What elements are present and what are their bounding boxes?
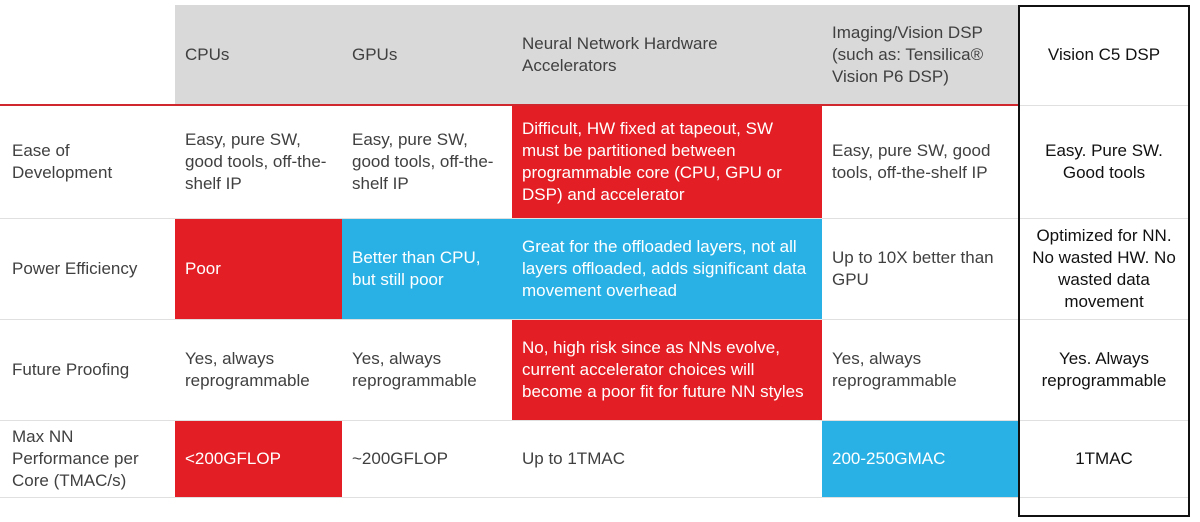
header-text: Neural Network Hardware Accelerators xyxy=(522,33,718,75)
cell: Up to 1TMAC xyxy=(512,421,822,498)
cell-text: ~200GFLOP xyxy=(352,449,448,468)
cell: <200GFLOP xyxy=(175,421,342,498)
cell: Yes, always reprogrammable xyxy=(175,320,342,421)
row-label: Power Efficiency xyxy=(0,219,175,320)
header-cell: Neural Network Hardware Accelerators xyxy=(512,5,822,106)
header-cell: CPUs xyxy=(175,5,342,106)
cell-text: Ease of Development xyxy=(12,141,113,182)
row-label: Future Proofing xyxy=(0,320,175,421)
corner-cell xyxy=(0,5,175,106)
cell-text: Poor xyxy=(185,259,221,278)
header-text: Imaging/Vision DSP (such as: Tensilica® … xyxy=(832,22,984,86)
header-cell: Vision C5 DSP xyxy=(1018,5,1190,106)
comparison-table: CPUs GPUs Neural Network Hardware Accele… xyxy=(0,5,1190,498)
cell-text: 1TMAC xyxy=(1075,449,1133,468)
highlight-box xyxy=(1018,5,1190,517)
cell-text: Easy, pure SW, good tools, off-the-shelf… xyxy=(185,130,327,193)
cell: Easy. Pure SW. Good tools xyxy=(1018,106,1190,219)
cell: Yes, always reprogrammable xyxy=(342,320,512,421)
cell-text: Better than CPU, but still poor xyxy=(352,248,481,289)
cell: Great for the offloaded layers, not all … xyxy=(512,219,822,320)
row-label: Max NN Performance per Core (TMAC/s) xyxy=(0,421,175,498)
cell-text: Easy. Pure SW. Good tools xyxy=(1045,141,1163,182)
cell: ~200GFLOP xyxy=(342,421,512,498)
cell-text: Up to 10X better than GPU xyxy=(832,248,994,289)
cell: Difficult, HW fixed at tapeout, SW must … xyxy=(512,106,822,219)
row-label: Ease of Development xyxy=(0,106,175,219)
cell-text: Max NN Performance per Core (TMAC/s) xyxy=(12,427,139,490)
header-text: CPUs xyxy=(185,44,230,64)
cell: Up to 10X better than GPU xyxy=(822,219,1018,320)
cell-text: 200-250GMAC xyxy=(832,449,946,468)
cell-text: Yes, always reprogrammable xyxy=(832,349,957,390)
cell-text: Yes, always reprogrammable xyxy=(352,349,477,390)
cell: Yes, always reprogrammable xyxy=(822,320,1018,421)
cell-text: Difficult, HW fixed at tapeout, SW must … xyxy=(522,119,782,204)
header-cell: GPUs xyxy=(342,5,512,106)
header-text: Vision C5 DSP xyxy=(1047,45,1161,64)
cell: Poor xyxy=(175,219,342,320)
cell: Yes. Always reprogrammable xyxy=(1018,320,1190,421)
cell-text: No, high risk since as NNs evolve, curre… xyxy=(522,338,804,401)
cell-text: Yes, always reprogrammable xyxy=(185,349,310,390)
cell: 200-250GMAC xyxy=(822,421,1018,498)
cell: Optimized for NN. No wasted HW. No waste… xyxy=(1018,219,1190,320)
cell: Easy, pure SW, good tools, off-the-shelf… xyxy=(342,106,512,219)
cell: Easy, pure SW, good tools, off-the-shelf… xyxy=(175,106,342,219)
cell-text: Easy, pure SW, good tools, off-the-shelf… xyxy=(832,141,991,182)
cell-text: Great for the offloaded layers, not all … xyxy=(522,237,807,300)
cell: No, high risk since as NNs evolve, curre… xyxy=(512,320,822,421)
cell-text: Easy, pure SW, good tools, off-the-shelf… xyxy=(352,130,494,193)
cell: 1TMAC xyxy=(1018,421,1190,498)
cell-text: <200GFLOP xyxy=(185,449,281,468)
cell-text: Yes. Always reprogrammable xyxy=(1041,349,1167,390)
cell-text: Optimized for NN. No wasted HW. No waste… xyxy=(1032,226,1176,311)
cell: Easy, pure SW, good tools, off-the-shelf… xyxy=(822,106,1018,219)
header-text: GPUs xyxy=(352,44,398,64)
cell: Better than CPU, but still poor xyxy=(342,219,512,320)
cell-text: Future Proofing xyxy=(12,360,130,379)
cell-text: Up to 1TMAC xyxy=(522,449,625,468)
header-cell: Imaging/Vision DSP (such as: Tensilica® … xyxy=(822,5,1018,106)
cell-text: Power Efficiency xyxy=(12,259,138,278)
